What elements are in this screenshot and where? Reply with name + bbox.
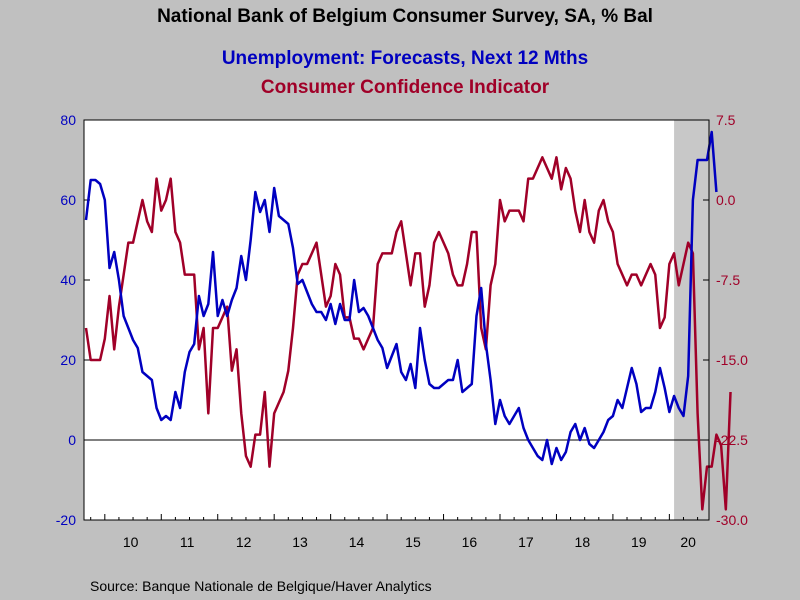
left-axis-tick-label: -20 xyxy=(56,512,76,528)
plot-area xyxy=(83,119,710,521)
x-axis-year-label: 16 xyxy=(462,534,478,550)
x-axis-year-label: 11 xyxy=(180,534,195,550)
x-axis-year-label: 12 xyxy=(236,534,252,550)
series-line-consumer-confidence xyxy=(84,156,732,511)
x-axis-year-label: 20 xyxy=(680,534,696,550)
right-axis-tick-label: -7.5 xyxy=(716,272,740,288)
x-axis: 10 11 12 13 14 15 16 17 18 19 20 xyxy=(90,514,699,550)
x-axis-year-label: 19 xyxy=(631,534,647,550)
left-axis-tick-label: 80 xyxy=(60,112,76,128)
left-axis-tick-label: 20 xyxy=(60,352,76,368)
source-note: Source: Banque Nationale de Belgique/Hav… xyxy=(90,578,432,594)
x-axis-year-label: 13 xyxy=(292,534,308,550)
right-axis-tick-label: 7.5 xyxy=(716,112,736,128)
recession-shading xyxy=(674,120,709,520)
x-axis-year-label: 18 xyxy=(575,534,591,550)
left-axis-tick-label: 40 xyxy=(60,272,76,288)
right-axis-tick-label: -15.0 xyxy=(716,352,748,368)
left-axis-tick-label: 60 xyxy=(60,192,76,208)
right-series-legend: Consumer Confidence Indicator xyxy=(261,77,550,98)
left-axis-tick-label: 0 xyxy=(68,432,76,448)
right-axis-tick-label: -30.0 xyxy=(716,512,748,528)
x-axis-year-label: 14 xyxy=(349,534,365,550)
right-axis-tick-label: 0.0 xyxy=(716,192,736,208)
chart-title: National Bank of Belgium Consumer Survey… xyxy=(157,6,653,27)
left-axis: 80 60 40 20 0 -20 xyxy=(56,112,90,528)
x-axis-year-label: 15 xyxy=(405,534,421,550)
plot-frame xyxy=(83,119,710,521)
right-axis-tick-label: -22.5 xyxy=(716,432,748,448)
left-series-legend: Unemployment: Forecasts, Next 12 Mths xyxy=(222,48,588,69)
series-line-unemployment-forecasts xyxy=(84,130,718,466)
x-axis-year-label: 17 xyxy=(518,534,534,550)
x-axis-year-label: 10 xyxy=(123,534,139,550)
right-axis: 7.5 0.0 -7.5 -15.0 -22.5 -30.0 xyxy=(703,112,748,528)
